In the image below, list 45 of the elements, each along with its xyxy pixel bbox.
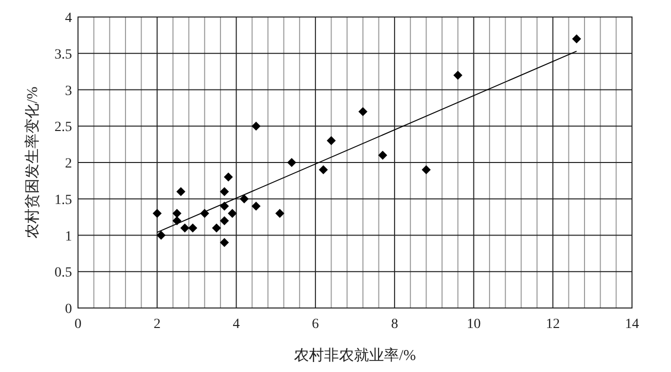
y-tick-label: 1.5	[54, 192, 72, 208]
y-tick-label: 2.5	[54, 120, 72, 136]
point	[378, 150, 388, 160]
y-tick-label: 0.5	[54, 266, 72, 281]
point	[176, 187, 186, 196]
y-tick-label: 1	[65, 229, 72, 244]
point	[240, 194, 249, 204]
point	[358, 107, 368, 116]
y-tick-label: 3.5	[54, 47, 72, 62]
point	[220, 216, 229, 226]
point	[180, 223, 190, 232]
x-tick-label: 2	[154, 317, 161, 332]
x-tick-label: 10	[466, 317, 481, 332]
point	[172, 208, 182, 218]
y-tick-label: 4	[65, 11, 72, 26]
x-tick-label: 0	[74, 317, 82, 332]
x-tick-label: 12	[546, 317, 560, 332]
point	[224, 172, 233, 182]
x-axis-title: 农村非农就业率/%	[294, 347, 416, 364]
point	[212, 223, 221, 232]
point	[453, 70, 462, 80]
point	[422, 165, 431, 174]
point	[252, 202, 261, 211]
x-tick-label: 14	[625, 317, 639, 332]
point	[188, 223, 198, 232]
point	[228, 208, 237, 218]
point	[152, 208, 162, 218]
point	[172, 216, 182, 226]
point	[287, 158, 296, 167]
point	[572, 34, 582, 44]
y-tick-label: 0	[65, 302, 72, 317]
point	[318, 165, 328, 174]
y-tick-label: 3	[65, 84, 72, 99]
x-tick-label: 6	[312, 317, 319, 332]
point	[156, 230, 166, 240]
y-tick-label: 2	[65, 156, 72, 172]
point	[275, 208, 284, 218]
y-axis-title: 农村贫困发生率变化/%	[24, 86, 41, 238]
x-tick-label: 8	[391, 317, 398, 332]
point	[326, 136, 336, 146]
point	[252, 122, 261, 131]
x-tick-label: 4	[232, 317, 240, 332]
point	[220, 238, 229, 248]
point	[220, 187, 229, 196]
point	[220, 202, 229, 211]
